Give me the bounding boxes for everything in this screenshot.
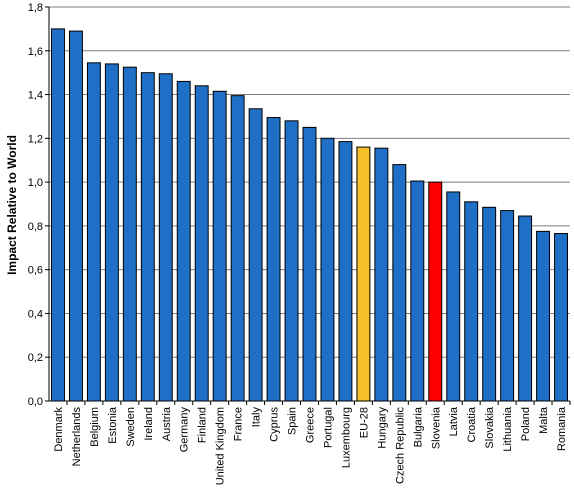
y-tick-label: 0,2	[28, 352, 43, 364]
x-tick-label: Luxembourg	[340, 407, 352, 468]
bar-slovakia	[482, 206, 497, 402]
y-tick-label: 0,0	[28, 396, 43, 408]
bar-ireland	[140, 72, 155, 402]
x-tick-label: France	[233, 407, 245, 441]
y-tick-label: 0,6	[28, 265, 43, 277]
y-axis-ticks: 0,0 0,2 0,4 0,6 0,8 1,0 1,2 1,4 1,6 1,8	[28, 2, 49, 408]
x-axis-ticks: Denmark Netherlands Belgium Estonia Sweden Ir…	[53, 401, 571, 485]
x-tick-label: Austria	[161, 406, 173, 441]
x-tick-label: Cyprus	[269, 407, 281, 442]
y-tick-label: 1,0	[28, 177, 43, 189]
x-tick-label: Slovakia	[484, 406, 496, 448]
x-tick-label: Netherlands	[71, 407, 83, 467]
y-axis-label: Impact Relative to World	[5, 135, 19, 275]
bar-croatia	[464, 201, 479, 402]
bar-united-kingdom	[212, 90, 227, 402]
bar-portugal	[320, 137, 335, 402]
bar-czech-republic	[392, 164, 407, 402]
x-tick-label: Estonia	[107, 406, 119, 444]
y-tick-label: 0,8	[28, 221, 43, 233]
x-tick-label: Sweden	[125, 407, 137, 447]
bar-austria	[158, 73, 173, 402]
x-tick-label: Spain	[287, 407, 299, 435]
bar-bulgaria	[410, 180, 425, 402]
y-tick-label: 0,4	[28, 308, 43, 320]
bar-malta	[536, 230, 551, 402]
bar-poland	[518, 215, 533, 402]
y-tick-label: 1,6	[28, 46, 43, 58]
axes	[48, 7, 570, 402]
x-tick-label: Portugal	[322, 407, 334, 448]
bar-greece	[302, 126, 317, 402]
x-tick-label: Croatia	[466, 406, 478, 442]
x-tick-label: Italy	[251, 407, 263, 428]
bar-hungary	[374, 147, 389, 402]
bars	[51, 28, 568, 402]
x-tick-label: Germany	[179, 407, 191, 453]
bar-latvia	[446, 191, 461, 402]
x-tick-label: Czech Republic	[394, 407, 406, 485]
bar-finland	[194, 85, 209, 402]
y-tick-label: 1,4	[28, 90, 43, 102]
y-tick-label: 1,8	[28, 2, 43, 14]
bar-germany	[176, 80, 191, 402]
bar-sweden	[122, 66, 137, 402]
x-tick-label: Latvia	[448, 406, 460, 436]
bar-belgium	[86, 62, 101, 402]
x-tick-label: Lithuania	[502, 406, 514, 452]
x-tick-label: Bulgaria	[412, 406, 424, 447]
bar-cyprus	[266, 117, 281, 402]
x-tick-label: Denmark	[53, 407, 65, 452]
x-tick-label: Hungary	[376, 407, 388, 449]
bar-lithuania	[500, 210, 515, 402]
x-tick-label: Romania	[556, 406, 568, 451]
bar-france	[230, 95, 245, 402]
bar-slovenia	[428, 181, 443, 402]
bar-estonia	[104, 63, 119, 402]
x-tick-label: EU-28	[358, 407, 370, 438]
x-tick-label: Ireland	[143, 407, 155, 441]
x-tick-label: Greece	[305, 407, 317, 443]
x-tick-label: Finland	[197, 407, 209, 443]
x-tick-label: Belgium	[89, 407, 101, 447]
bar-italy	[248, 108, 263, 402]
x-tick-label: Malta	[538, 406, 550, 434]
bar-denmark	[51, 28, 65, 402]
x-tick-label: United Kingdom	[215, 407, 227, 485]
bar-luxembourg	[338, 141, 353, 402]
y-tick-label: 1,2	[28, 133, 43, 145]
bar-eu-28	[356, 146, 371, 402]
bar-romania	[554, 233, 568, 402]
x-tick-label: Poland	[520, 407, 532, 441]
bar-spain	[284, 120, 299, 402]
bar-netherlands	[68, 30, 83, 402]
x-tick-label: Slovenia	[430, 406, 442, 449]
